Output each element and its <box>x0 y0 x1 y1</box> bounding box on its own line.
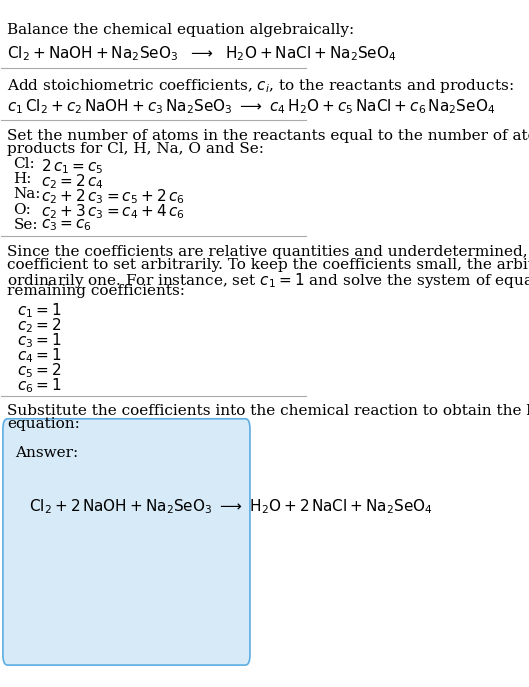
Text: Since the coefficients are relative quantities and underdetermined, choose a: Since the coefficients are relative quan… <box>7 245 529 259</box>
Text: Cl:: Cl: <box>14 157 35 171</box>
Text: $c_1\,\mathrm{Cl_2} + c_2\,\mathrm{NaOH} + c_3\,\mathrm{Na_2SeO_3}\ \longrightar: $c_1\,\mathrm{Cl_2} + c_2\,\mathrm{NaOH}… <box>7 97 496 116</box>
Text: $c_1 = 1$: $c_1 = 1$ <box>16 301 61 319</box>
Text: equation:: equation: <box>7 418 80 431</box>
Text: H:: H: <box>14 172 32 186</box>
Text: Na:: Na: <box>14 188 41 201</box>
Text: Set the number of atoms in the reactants equal to the number of atoms in the: Set the number of atoms in the reactants… <box>7 128 529 143</box>
Text: remaining coefficients:: remaining coefficients: <box>7 284 186 298</box>
Text: Add stoichiometric coefficients, $c_i$, to the reactants and products:: Add stoichiometric coefficients, $c_i$, … <box>7 77 514 95</box>
Text: $c_2 = 2$: $c_2 = 2$ <box>16 316 61 335</box>
Text: $c_2 + 3\,c_3 = c_4 + 4\,c_6$: $c_2 + 3\,c_3 = c_4 + 4\,c_6$ <box>41 203 185 221</box>
Text: $c_6 = 1$: $c_6 = 1$ <box>16 376 61 395</box>
Text: $\mathrm{Cl_2 + NaOH + Na_2SeO_3 \ \ \longrightarrow \ \ H_2O + NaCl + Na_2SeO_4: $\mathrm{Cl_2 + NaOH + Na_2SeO_3 \ \ \lo… <box>7 44 397 63</box>
Text: Answer:: Answer: <box>15 446 78 460</box>
Text: $\mathrm{Cl_2 + 2\,NaOH + Na_2SeO_3 \ \longrightarrow \ H_2O + 2\,NaCl + Na_2SeO: $\mathrm{Cl_2 + 2\,NaOH + Na_2SeO_3 \ \l… <box>29 497 433 516</box>
Text: ordinarily one. For instance, set $c_1 = 1$ and solve the system of equations fo: ordinarily one. For instance, set $c_1 =… <box>7 271 529 290</box>
Text: Balance the chemical equation algebraically:: Balance the chemical equation algebraica… <box>7 23 355 37</box>
Text: coefficient to set arbitrarily. To keep the coefficients small, the arbitrary va: coefficient to set arbitrarily. To keep … <box>7 258 529 272</box>
Text: $c_2 + 2\,c_3 = c_5 + 2\,c_6$: $c_2 + 2\,c_3 = c_5 + 2\,c_6$ <box>41 188 185 206</box>
Text: Substitute the coefficients into the chemical reaction to obtain the balanced: Substitute the coefficients into the che… <box>7 405 529 418</box>
Text: products for Cl, H, Na, O and Se:: products for Cl, H, Na, O and Se: <box>7 142 264 156</box>
Text: Se:: Se: <box>14 218 38 232</box>
Text: $c_5 = 2$: $c_5 = 2$ <box>16 361 61 380</box>
Text: $2\,c_1 = c_5$: $2\,c_1 = c_5$ <box>41 157 104 176</box>
Text: $c_2 = 2\,c_4$: $c_2 = 2\,c_4$ <box>41 172 104 191</box>
Text: $c_4 = 1$: $c_4 = 1$ <box>16 346 61 365</box>
Text: O:: O: <box>14 203 31 216</box>
FancyBboxPatch shape <box>3 419 250 665</box>
Text: $c_3 = 1$: $c_3 = 1$ <box>16 331 61 350</box>
Text: $c_3 = c_6$: $c_3 = c_6$ <box>41 218 92 234</box>
